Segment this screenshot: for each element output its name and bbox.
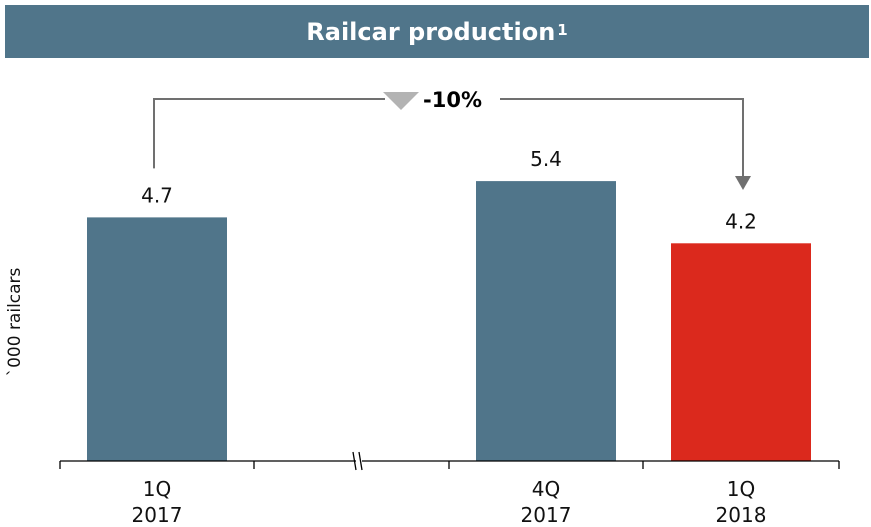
bar-2: [671, 243, 811, 461]
title-footnote-mark: 1: [557, 20, 568, 39]
bar-1: [476, 181, 616, 461]
annotation-arrowhead: [735, 176, 751, 190]
bars-layer: 4.7 5.4 4.2: [87, 147, 811, 461]
annotation-line-left: [153, 98, 385, 169]
value-label-2: 4.2: [725, 209, 757, 233]
category-label-1-line1: 4Q: [532, 477, 560, 501]
value-label-1: 5.4: [530, 147, 562, 171]
category-label-1-line2: 2017: [521, 503, 572, 527]
axis-break-mark-left: [352, 451, 357, 471]
value-label-0: 4.7: [141, 183, 173, 207]
change-annotation: -10%: [153, 88, 751, 190]
y-axis-label: `000 railcars: [5, 267, 25, 376]
category-label-0-line2: 2017: [132, 503, 183, 527]
annotation-line-right: [500, 98, 744, 176]
category-label-2-line1: 1Q: [727, 477, 755, 501]
change-percent-label: -10%: [423, 88, 482, 112]
decrease-triangle-icon: [383, 92, 419, 110]
bar-0: [87, 217, 227, 461]
chart-title-banner: Railcar production 1: [5, 5, 869, 58]
chart-title: Railcar production: [306, 17, 556, 46]
category-label-0-line1: 1Q: [143, 477, 171, 501]
category-label-2-line2: 2018: [716, 503, 767, 527]
axis-break-mark-right: [358, 451, 363, 471]
